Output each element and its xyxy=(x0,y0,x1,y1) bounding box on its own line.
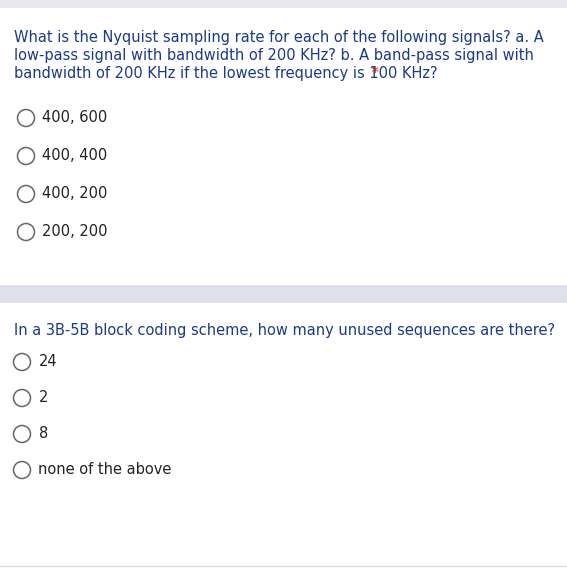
Circle shape xyxy=(14,353,31,370)
Text: bandwidth of 200 KHz if the lowest frequency is 100 KHz?: bandwidth of 200 KHz if the lowest frequ… xyxy=(14,66,438,81)
Circle shape xyxy=(18,109,35,127)
Bar xyxy=(0,0,567,8)
Text: 400, 200: 400, 200 xyxy=(43,186,108,202)
Text: In a 3B-5B block coding scheme, how many unused sequences are there?: In a 3B-5B block coding scheme, how many… xyxy=(14,323,555,338)
Text: What is the Nyquist sampling rate for each of the following signals? a. A: What is the Nyquist sampling rate for ea… xyxy=(14,30,544,45)
Text: 8: 8 xyxy=(39,426,48,442)
Text: *: * xyxy=(367,66,379,81)
Text: 400, 600: 400, 600 xyxy=(43,111,108,125)
Text: 2: 2 xyxy=(39,390,48,405)
Bar xyxy=(0,285,567,303)
Text: none of the above: none of the above xyxy=(39,462,172,478)
Circle shape xyxy=(18,185,35,202)
Circle shape xyxy=(14,389,31,406)
Text: 24: 24 xyxy=(39,355,57,369)
Circle shape xyxy=(18,148,35,165)
Text: low-pass signal with bandwidth of 200 KHz? b. A band-pass signal with: low-pass signal with bandwidth of 200 KH… xyxy=(14,48,534,63)
Text: 400, 400: 400, 400 xyxy=(43,149,108,164)
Circle shape xyxy=(14,425,31,442)
Text: 200, 200: 200, 200 xyxy=(43,225,108,239)
Circle shape xyxy=(14,462,31,478)
Circle shape xyxy=(18,223,35,241)
